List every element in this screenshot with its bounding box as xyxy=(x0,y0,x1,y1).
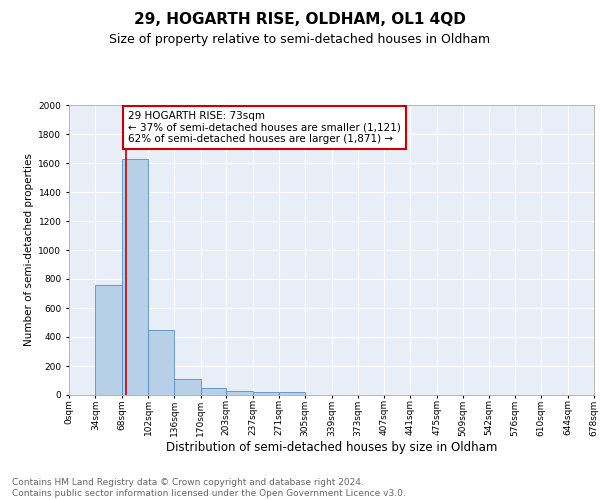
Bar xyxy=(226,390,253,395)
Bar xyxy=(200,388,226,395)
Text: Size of property relative to semi-detached houses in Oldham: Size of property relative to semi-detach… xyxy=(109,32,491,46)
Bar xyxy=(279,392,305,395)
Bar xyxy=(148,330,175,395)
Text: Contains HM Land Registry data © Crown copyright and database right 2024.
Contai: Contains HM Land Registry data © Crown c… xyxy=(12,478,406,498)
Text: 29, HOGARTH RISE, OLDHAM, OL1 4QD: 29, HOGARTH RISE, OLDHAM, OL1 4QD xyxy=(134,12,466,28)
Y-axis label: Number of semi-detached properties: Number of semi-detached properties xyxy=(24,154,34,346)
Bar xyxy=(95,285,122,395)
Bar xyxy=(122,158,148,395)
Bar xyxy=(253,392,279,395)
X-axis label: Distribution of semi-detached houses by size in Oldham: Distribution of semi-detached houses by … xyxy=(166,441,497,454)
Bar xyxy=(175,379,200,395)
Text: 29 HOGARTH RISE: 73sqm
← 37% of semi-detached houses are smaller (1,121)
62% of : 29 HOGARTH RISE: 73sqm ← 37% of semi-det… xyxy=(128,111,401,144)
